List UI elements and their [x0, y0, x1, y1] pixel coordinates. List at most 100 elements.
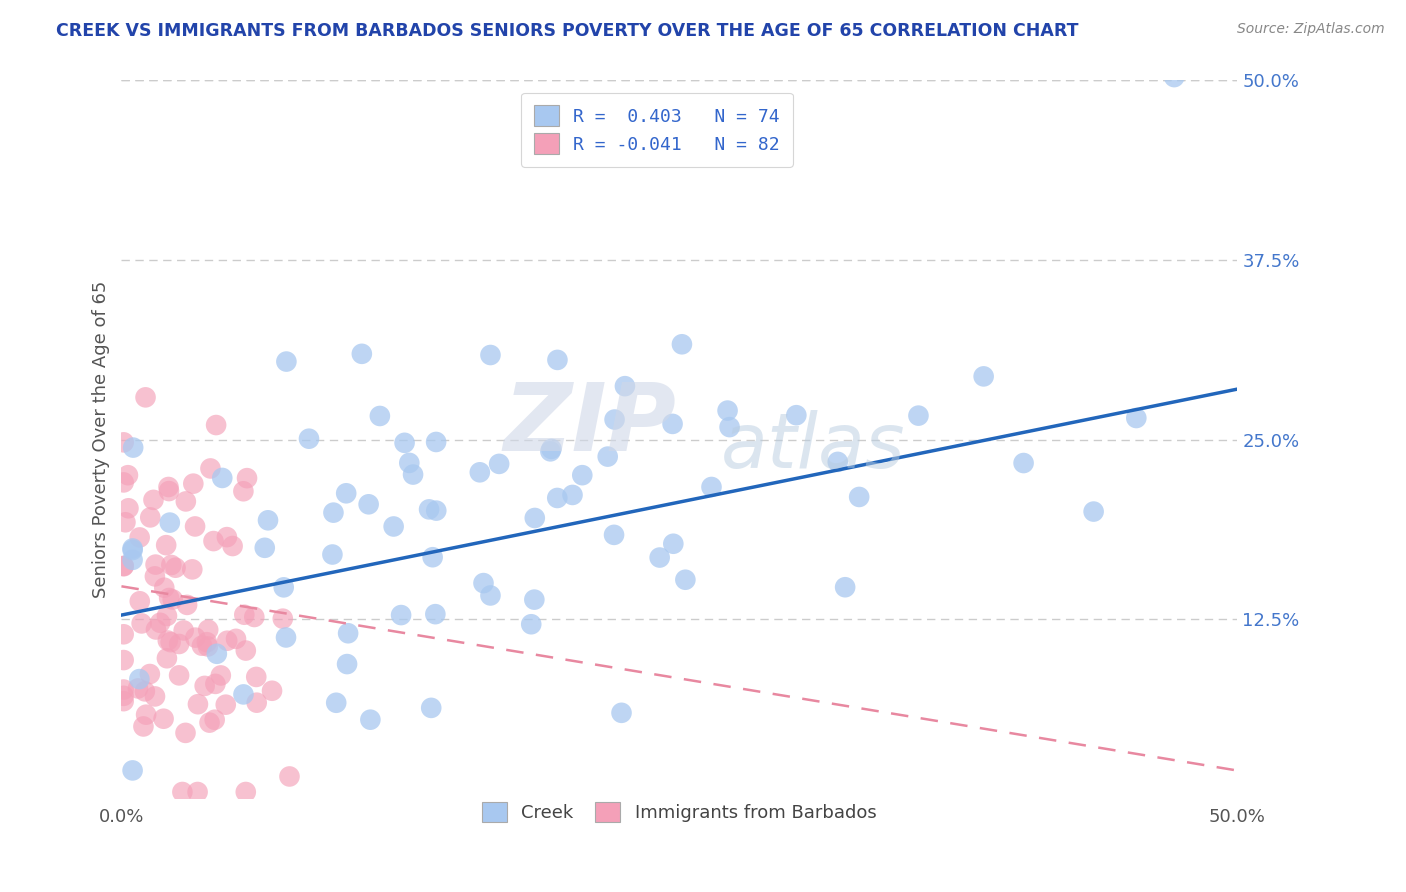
Point: [662, 537, 685, 551]
Point: [145, 558, 167, 572]
Point: [157, 484, 180, 499]
Point: [225, 632, 247, 646]
Point: [117, 468, 139, 483]
Point: [1083, 505, 1105, 519]
Point: [603, 412, 626, 426]
Point: [235, 643, 257, 657]
Point: [523, 511, 546, 525]
Point: [907, 409, 929, 423]
Point: [848, 490, 870, 504]
Point: [153, 581, 176, 595]
Point: [233, 607, 256, 622]
Point: [673, 573, 696, 587]
Point: [149, 615, 172, 630]
Text: Source: ZipAtlas.com: Source: ZipAtlas.com: [1237, 22, 1385, 37]
Point: [610, 706, 633, 720]
Point: [184, 631, 207, 645]
Y-axis label: Seniors Poverty Over the Age of 65: Seniors Poverty Over the Age of 65: [93, 281, 110, 599]
Point: [221, 539, 243, 553]
Point: [215, 530, 238, 544]
Point: [181, 476, 204, 491]
Point: [112, 559, 135, 574]
Text: ZIP: ZIP: [503, 379, 676, 471]
Point: [368, 409, 391, 423]
Point: [603, 528, 626, 542]
Point: [173, 624, 195, 638]
Point: [114, 516, 136, 530]
Point: [134, 684, 156, 698]
Point: [382, 519, 405, 533]
Point: [152, 712, 174, 726]
Point: [472, 576, 495, 591]
Point: [174, 494, 197, 508]
Point: [232, 484, 254, 499]
Point: [337, 626, 360, 640]
Point: [546, 491, 568, 505]
Point: [718, 420, 741, 434]
Point: [488, 457, 510, 471]
Point: [253, 541, 276, 555]
Point: [191, 639, 214, 653]
Point: [235, 785, 257, 799]
Point: [197, 623, 219, 637]
Point: [273, 580, 295, 594]
Point: [420, 701, 443, 715]
Point: [271, 612, 294, 626]
Point: [121, 543, 143, 558]
Point: [127, 681, 149, 696]
Point: [260, 683, 283, 698]
Point: [561, 488, 583, 502]
Point: [165, 560, 187, 574]
Point: [156, 651, 179, 665]
Point: [197, 640, 219, 654]
Point: [325, 696, 347, 710]
Point: [112, 558, 135, 573]
Point: [350, 347, 373, 361]
Point: [335, 486, 357, 500]
Point: [257, 513, 280, 527]
Point: [159, 635, 181, 649]
Point: [155, 538, 177, 552]
Point: [321, 548, 343, 562]
Point: [232, 687, 254, 701]
Point: [167, 668, 190, 682]
Point: [176, 598, 198, 612]
Point: [204, 677, 226, 691]
Point: [246, 696, 269, 710]
Point: [671, 337, 693, 351]
Point: [112, 694, 135, 708]
Point: [139, 667, 162, 681]
Point: [468, 465, 491, 479]
Point: [205, 647, 228, 661]
Point: [181, 562, 204, 576]
Point: [128, 594, 150, 608]
Point: [217, 633, 239, 648]
Point: [523, 592, 546, 607]
Point: [571, 468, 593, 483]
Point: [143, 690, 166, 704]
Text: atlas: atlas: [721, 409, 905, 483]
Point: [276, 354, 298, 368]
Point: [827, 455, 849, 469]
Point: [128, 530, 150, 544]
Point: [172, 785, 194, 799]
Point: [322, 506, 344, 520]
Point: [274, 631, 297, 645]
Point: [425, 503, 447, 517]
Point: [143, 569, 166, 583]
Text: CREEK VS IMMIGRANTS FROM BARBADOS SENIORS POVERTY OVER THE AGE OF 65 CORRELATION: CREEK VS IMMIGRANTS FROM BARBADOS SENIOR…: [56, 22, 1078, 40]
Point: [112, 475, 135, 490]
Point: [243, 610, 266, 624]
Point: [540, 442, 562, 456]
Point: [160, 558, 183, 572]
Point: [128, 672, 150, 686]
Point: [209, 668, 232, 682]
Point: [520, 617, 543, 632]
Point: [135, 390, 157, 404]
Point: [394, 435, 416, 450]
Point: [973, 369, 995, 384]
Point: [184, 519, 207, 533]
Point: [389, 608, 412, 623]
Point: [145, 623, 167, 637]
Point: [700, 480, 723, 494]
